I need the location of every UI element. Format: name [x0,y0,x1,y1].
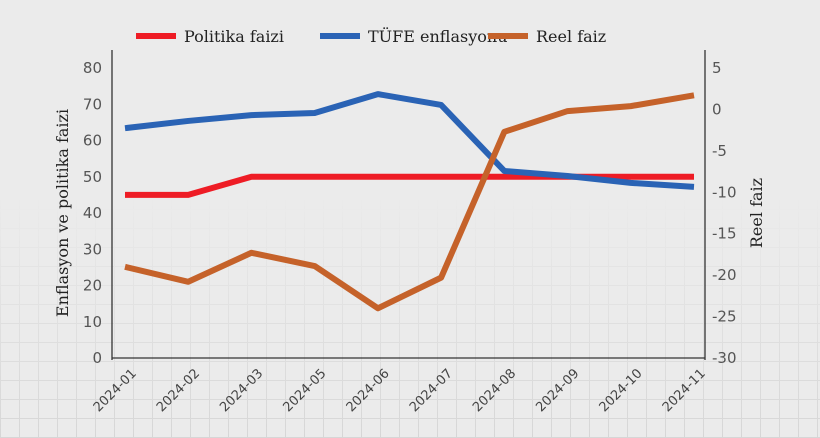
legend-swatch [320,33,360,39]
x-tick-label: 2024-09 [533,366,582,415]
x-tick-label: 2024-03 [217,366,266,415]
legend-label: Politika faizi [184,27,284,46]
legend-swatch [136,33,176,39]
y-tick-label: 80 [83,59,102,77]
y2-axis-label: Reel faiz [747,178,766,248]
legend-label: Reel faiz [536,27,606,46]
x-tick-label: 2024-01 [91,366,140,415]
y2-tick-label: -10 [712,183,737,201]
x-tick-label: 2024-10 [597,366,646,415]
y-tick-label: 20 [83,277,102,295]
y2-tick-label: -25 [712,308,737,326]
x-tick-label: 2024-07 [407,366,456,415]
y2-tick-label: -5 [712,142,727,160]
x-tick-label: 2024-11 [660,366,709,415]
x-tick-label: 2024-08 [470,366,519,415]
x-tick-label: 2024-06 [344,366,393,415]
y-tick-label: 70 [83,95,102,113]
series-line-3 [124,92,695,312]
y-tick-label: 30 [83,240,102,258]
y-tick-label: 0 [92,349,102,367]
legend-swatch [488,33,528,39]
y2-tick-label: 0 [712,100,722,118]
y-tick-label: 40 [83,204,102,222]
y2-tick-label: 5 [712,59,722,77]
x-tick-label: 2024-02 [154,366,203,415]
y-axis-label: Enflasyon ve politika faizi [53,109,72,317]
series-line-2 [124,91,695,190]
x-tick-label: 2024-05 [280,366,329,415]
y-tick-label: 10 [83,313,102,331]
y-tick-label: 50 [83,168,102,186]
y2-tick-label: -30 [712,349,737,367]
y-tick-label: 60 [83,132,102,150]
legend-label: TÜFE enflasyonu [368,26,508,46]
y2-tick-label: -20 [712,266,737,284]
y2-tick-label: -15 [712,225,737,243]
